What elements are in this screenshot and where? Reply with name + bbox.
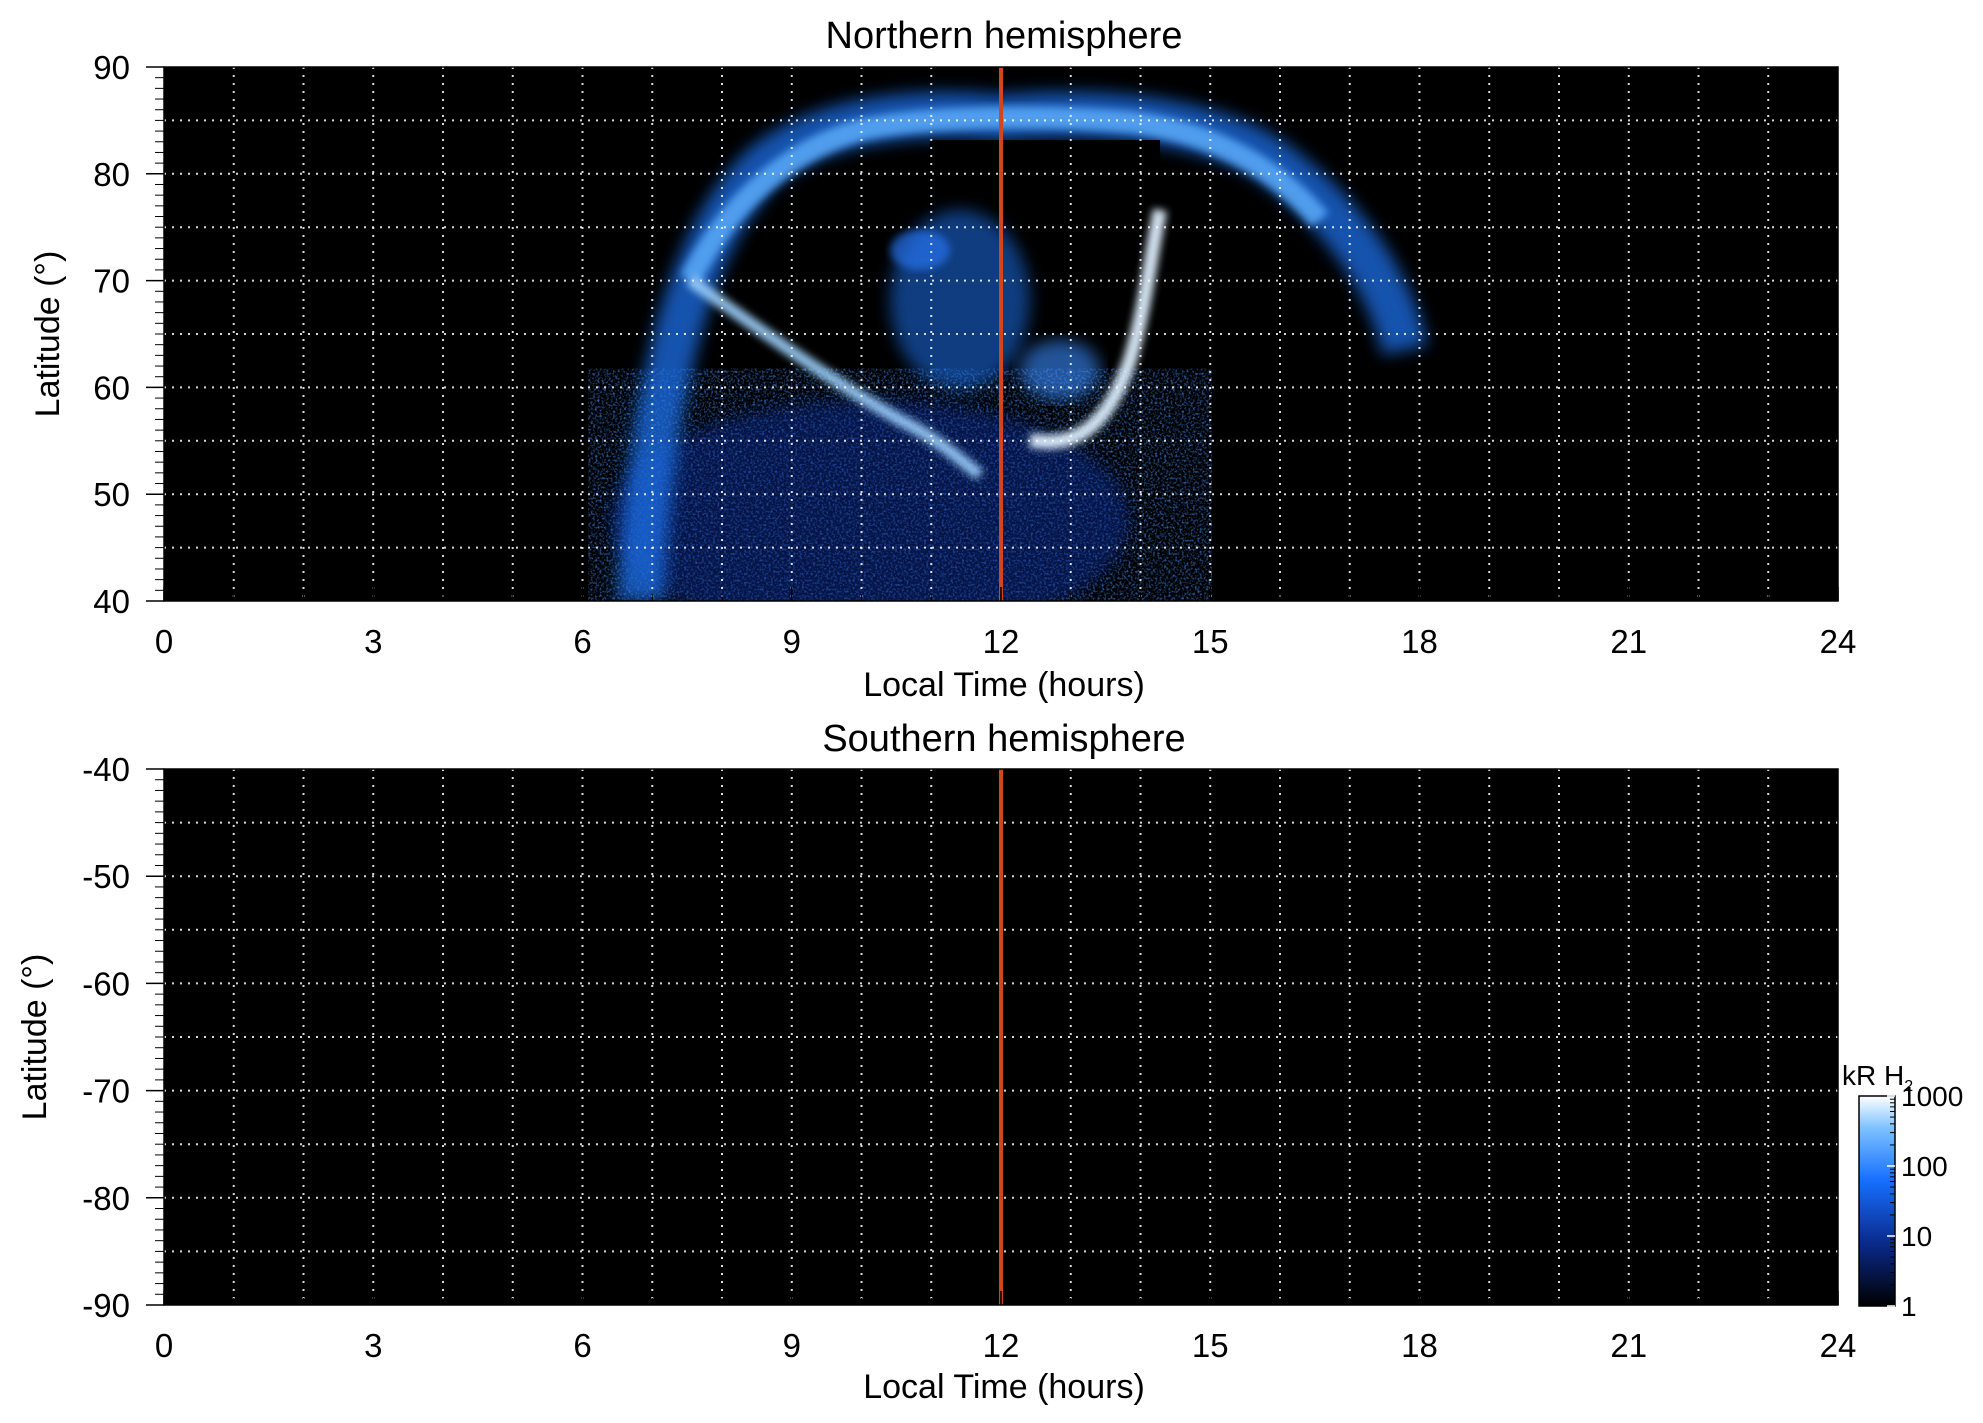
y-tick-label: -60 [82,965,130,1002]
x-tick-label: 3 [364,623,382,660]
colorbar-tick-label: 10 [1901,1221,1932,1252]
x-tick-label: 15 [1192,1327,1229,1364]
south-grid [164,769,1838,1305]
colorbar-tick-label: 100 [1901,1151,1948,1182]
x-tick-label: 15 [1192,623,1229,660]
south-title: Southern hemisphere [822,718,1185,760]
colorbar-tick-label: 1 [1901,1291,1917,1322]
north-xlabel: Local Time (hours) [863,666,1145,704]
colorbar-ticks: 1 10 100 1000 [1887,1081,1963,1322]
north-ylabel: Latitude (°) [29,251,67,418]
x-tick-label: 0 [155,1327,173,1364]
north-ticks: 0 3 6 9 12 15 18 21 24 40 50 60 70 80 90 [93,49,1856,660]
x-tick-label: 6 [573,1327,591,1364]
southern-panel: Southern hemisphere 0 3 6 9 12 15 18 21 24 -40 -50… [16,718,1856,1406]
colorbar: kR H2 1 10 100 1000 [1842,1060,1963,1322]
south-ticks: 0 3 6 9 12 15 18 21 24 -40 -50 -60 -70 -80 -90 [82,751,1856,1364]
north-grid [164,67,1838,601]
x-tick-label: 0 [155,623,173,660]
y-tick-label: -40 [82,751,130,788]
colorbar-label-prefix: kR H [1842,1060,1904,1091]
north-aurora-image [610,91,1428,601]
south-ylabel: Latitude (°) [16,954,54,1121]
y-tick-label: 70 [93,263,130,300]
y-tick-label: -50 [82,858,130,895]
x-tick-label: 3 [364,1327,382,1364]
x-tick-label: 12 [983,1327,1020,1364]
y-tick-label: -70 [82,1073,130,1110]
y-tick-label: 50 [93,476,130,513]
y-tick-label: 60 [93,369,130,406]
colorbar-label-subscript: 2 [1904,1078,1913,1095]
y-tick-label: 80 [93,156,130,193]
x-tick-label: 12 [983,623,1020,660]
x-tick-label: 24 [1820,623,1857,660]
x-tick-label: 6 [573,623,591,660]
y-tick-label: 40 [93,583,130,620]
y-tick-label: 90 [93,49,130,86]
x-tick-label: 24 [1820,1327,1857,1364]
colorbar-tick-label: 1000 [1901,1081,1963,1112]
x-tick-label: 21 [1610,623,1647,660]
x-tick-label: 21 [1610,1327,1647,1364]
x-tick-label: 18 [1401,1327,1438,1364]
y-tick-label: -90 [82,1287,130,1324]
y-tick-label: -80 [82,1180,130,1217]
north-title: Northern hemisphere [826,15,1183,57]
northern-panel: Northern hemisphere 0 3 6 9 12 15 18 21 24 40 50 60… [29,15,1856,704]
x-tick-label: 9 [783,1327,801,1364]
south-xlabel: Local Time (hours) [863,1368,1145,1406]
x-tick-label: 18 [1401,623,1438,660]
x-tick-label: 9 [783,623,801,660]
colorbar-label: kR H2 [1842,1060,1913,1095]
colorbar-gradient [1858,1095,1896,1307]
